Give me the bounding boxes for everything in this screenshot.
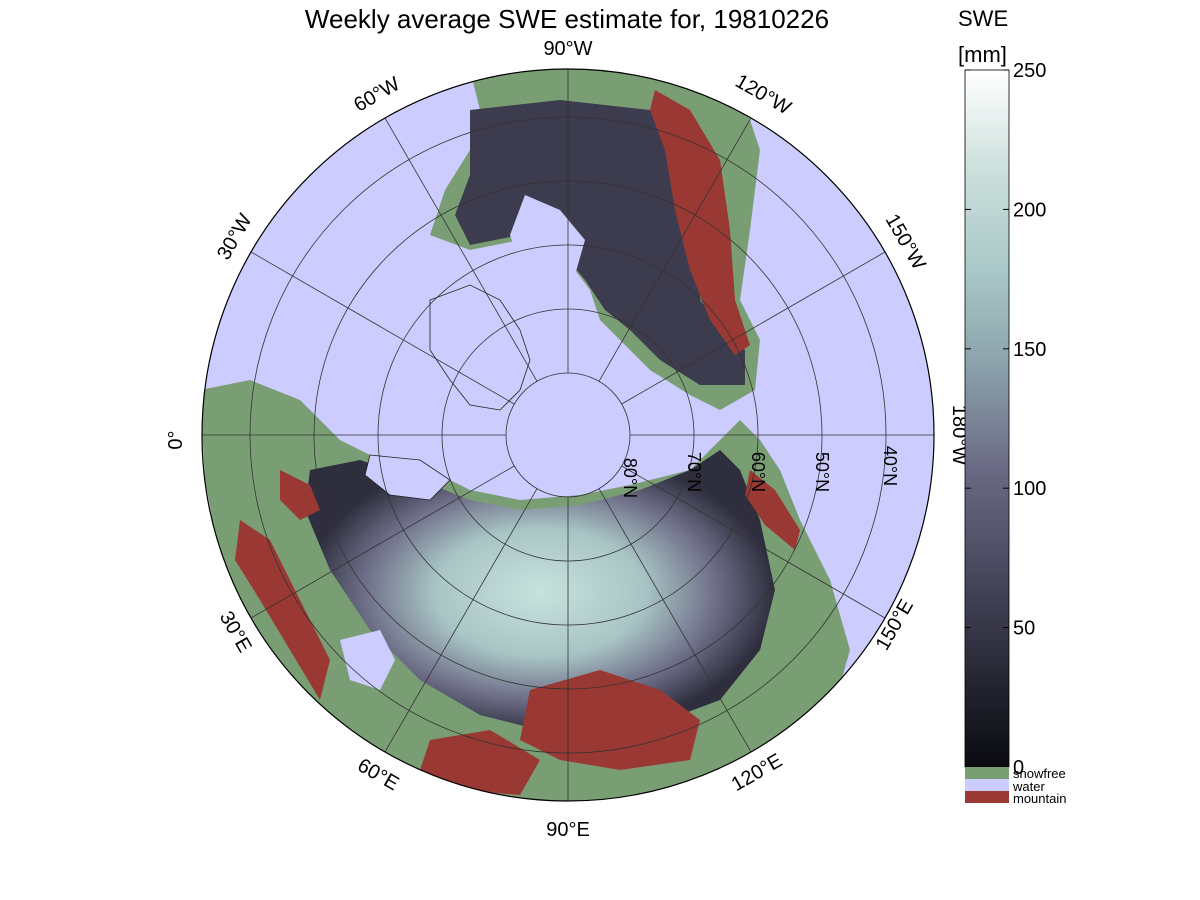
legend-swatch-mountain [965,791,1009,803]
arctic-islands [364,454,451,501]
lon-label-90e: 90°E [546,819,590,841]
map-title: Weekly average SWE estimate for, 1981022… [305,4,829,34]
central-asia-mountain [420,730,540,795]
colorbar-ticks: 250 200 150 100 50 0 [965,60,1046,779]
legend-swatch-snowfree [965,767,1009,779]
land-layer [202,69,850,801]
eurasia-snow [305,450,775,735]
lat-label-50n: 50°N [812,452,832,492]
rockies-mountain [650,90,750,355]
meridian-line [621,465,886,619]
lon-label-0: 0° [165,430,187,449]
meridian-line [384,488,538,753]
meridian-line [384,117,538,382]
graticule [202,69,934,801]
legend-swatch-water [965,779,1009,791]
map-border [201,68,935,802]
colorbar: SWE [mm] 250 200 150 100 50 0 [958,6,1046,779]
lon-label-90w: 90°W [543,38,592,60]
legend-label-water: water [1012,779,1045,794]
lat-label-40n: 40°N [880,446,900,486]
legend: snowfree water mountain [965,766,1066,806]
caspian-sea [340,630,395,690]
scandinavia-mountain [280,470,320,520]
colorbar-label-swe: SWE [958,6,1008,31]
lon-label-60e: 60°E [354,754,403,795]
lon-label-180w: 180°W [948,405,970,465]
meridian-line [621,251,886,405]
latitude-labels: 80°N 70°N 60°N 50°N 40°N [620,446,900,498]
colorbar-tick-label: 50 [1013,618,1035,640]
colorbar-tick-label: 100 [1013,478,1046,500]
meridian-line [598,488,752,753]
colorbar-tick-label: 200 [1013,199,1046,221]
legend-label-mountain: mountain [1013,791,1066,806]
polar-map: 90°W 120°W 150°W 180°W 150°E 120°E 90°E … [165,38,970,841]
lat-label-60n: 60°N [748,452,768,492]
legend-label-snowfree: snowfree [1013,766,1066,781]
colorbar-tick-label: 150 [1013,339,1046,361]
meridian-line [250,465,515,619]
kamchatka-mountain [745,470,800,550]
europe-mountain [235,520,330,700]
colorbar-tick-label: 0 [1013,757,1024,779]
siberia-mountain [520,670,700,770]
lat-label-70n: 70°N [684,452,704,492]
colorbar-tick-label: 250 [1013,60,1046,82]
meridian-line [250,251,515,405]
hudson-bay [510,195,585,280]
colorbar-gradient [964,69,1010,768]
meridian-line [598,117,752,382]
colorbar-label-unit: [mm] [958,42,1007,67]
lat-label-80n: 80°N [620,458,640,498]
lon-label-60w: 60°W [350,73,404,117]
